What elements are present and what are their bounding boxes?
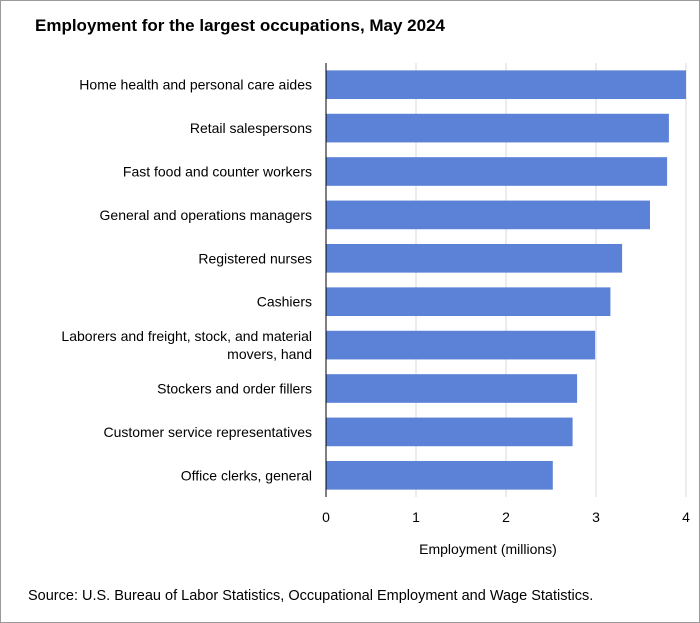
chart-title: Employment for the largest occupations, …: [35, 16, 446, 35]
x-tick-labels: 0 1 2 3 4: [322, 509, 690, 525]
category-label-line: Registered nurses: [198, 250, 312, 266]
category-label-line: Retail salespersons: [190, 120, 312, 136]
x-tick-label: 3: [592, 509, 600, 525]
x-tick-label: 1: [412, 509, 420, 525]
category-label: Office clerks, general: [181, 467, 312, 483]
category-label-line: Fast food and counter workers: [123, 164, 312, 180]
bar-chart: Home health and personal care aides Retai…: [61, 63, 690, 557]
category-label: General and operations managers: [100, 207, 312, 223]
category-labels: Home health and personal care aides Retai…: [61, 77, 312, 484]
category-label-line: Customer service representatives: [103, 424, 312, 440]
bar: [326, 374, 578, 403]
category-label-line: movers, hand: [227, 346, 312, 362]
category-label: Home health and personal care aides: [79, 77, 312, 93]
bars: [326, 70, 686, 490]
category-label-line: Cashiers: [257, 294, 312, 310]
category-label-line: Office clerks, general: [181, 467, 312, 483]
bar: [326, 287, 611, 317]
bar: [326, 157, 668, 186]
category-label: Registered nurses: [198, 250, 312, 266]
bar: [326, 200, 650, 230]
category-label: Laborers and freight, stock, and materia…: [61, 328, 312, 362]
category-label-line: Stockers and order fillers: [157, 381, 312, 397]
bar: [326, 243, 623, 273]
category-label-line: Home health and personal care aides: [79, 77, 312, 93]
category-label: Retail salespersons: [190, 120, 312, 136]
category-label-line: General and operations managers: [100, 207, 312, 223]
source-note: Source: U.S. Bureau of Labor Statistics,…: [28, 588, 594, 604]
bar: [326, 417, 573, 447]
x-tick-label: 4: [682, 509, 690, 525]
category-label: Stockers and order fillers: [157, 381, 312, 397]
x-tick-label: 0: [322, 509, 330, 525]
bar: [326, 330, 596, 360]
bar: [326, 70, 686, 100]
category-label: Fast food and counter workers: [123, 164, 312, 180]
bar: [326, 113, 669, 143]
category-label-line: Laborers and freight, stock, and materia…: [61, 328, 312, 344]
x-axis-label: Employment (millions): [419, 541, 557, 557]
x-tick-label: 2: [502, 509, 510, 525]
bar: [326, 460, 553, 490]
category-label: Cashiers: [257, 294, 312, 310]
category-label: Customer service representatives: [103, 424, 312, 440]
